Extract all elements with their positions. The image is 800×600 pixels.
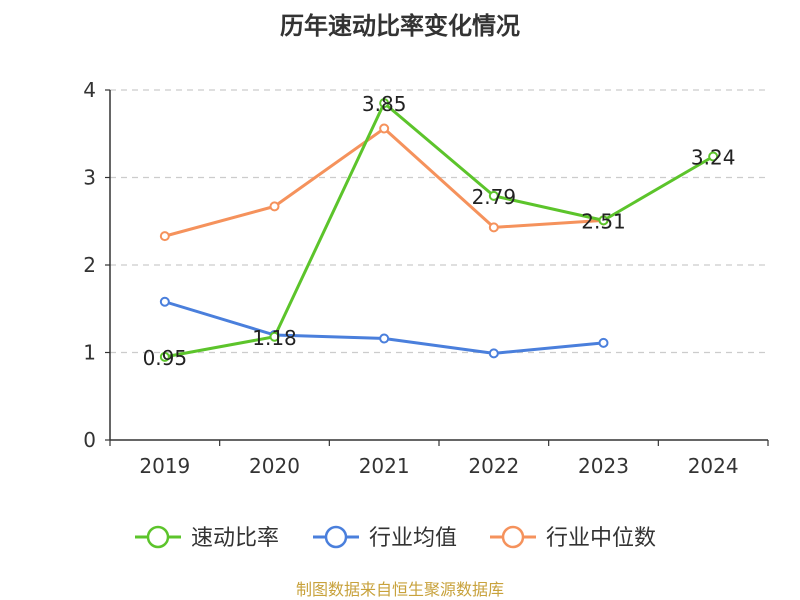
data-label: 0.95 [143, 346, 188, 370]
y-tick-label: 2 [83, 253, 96, 277]
legend-item[interactable]: 速动比率 [135, 525, 279, 551]
source-note: 制图数据来自恒生聚源数据库 [296, 580, 504, 599]
y-tick-label: 1 [83, 341, 96, 365]
data-point[interactable] [488, 190, 499, 201]
axes: 0 1 2 3 4 2019 2020 2021 2022 2023 2024 [83, 78, 769, 478]
x-tick-label: 2022 [468, 454, 519, 478]
data-point[interactable] [598, 337, 609, 348]
data-label: 2.79 [472, 185, 517, 209]
legend-marker-icon [324, 525, 348, 549]
data-point[interactable] [708, 151, 719, 162]
legend-marker-icon [146, 525, 170, 549]
data-point[interactable] [598, 215, 609, 226]
x-tick-label: 2021 [359, 454, 410, 478]
legend-item[interactable]: 行业均值 [313, 525, 457, 551]
series-line [164, 127, 604, 238]
data-point[interactable] [159, 351, 170, 362]
legend-marker-icon [501, 525, 525, 549]
x-tick-label: 2020 [249, 454, 300, 478]
legend-item[interactable]: 行业中位数 [490, 525, 656, 551]
legend-label: 速动比率 [191, 526, 279, 551]
grid [110, 89, 768, 354]
data-point[interactable] [269, 201, 280, 212]
x-tick-label: 2019 [139, 454, 190, 478]
data-point[interactable] [488, 348, 499, 359]
data-point[interactable] [159, 231, 170, 242]
x-tick-label: 2023 [578, 454, 629, 478]
data-point[interactable] [269, 331, 280, 342]
series-line [164, 101, 714, 359]
chart-title: 历年速动比率变化情况 [280, 12, 520, 40]
data-label: 3.24 [691, 146, 736, 170]
data-labels: 0.95 1.18 3.85 2.79 2.51 3.24 [143, 92, 736, 370]
data-point[interactable] [379, 333, 390, 344]
y-tick-label: 0 [83, 428, 96, 452]
data-point[interactable] [379, 98, 390, 109]
legend[interactable]: 速动比率 行业均值 行业中位数 [135, 525, 656, 551]
data-label: 3.85 [362, 92, 407, 116]
data-label: 2.51 [581, 209, 626, 233]
x-tick-label: 2024 [688, 454, 739, 478]
data-point[interactable] [379, 123, 390, 134]
y-tick-label: 3 [83, 166, 96, 190]
legend-label: 行业中位数 [546, 526, 656, 551]
data-point[interactable] [488, 222, 499, 233]
series [159, 98, 719, 362]
data-label: 1.18 [252, 326, 297, 350]
y-tick-label: 4 [83, 78, 96, 102]
data-point[interactable] [159, 296, 170, 307]
legend-label: 行业均值 [369, 526, 457, 551]
